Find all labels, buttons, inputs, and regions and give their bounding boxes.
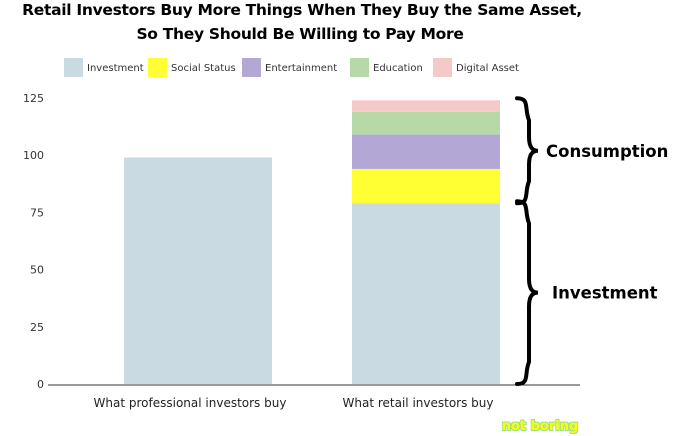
legend-swatch-social-status	[148, 58, 167, 77]
legend-label-entertainment: Entertainment	[265, 63, 337, 74]
y-tick-label: 50	[30, 264, 44, 277]
bar-segment-social-status-2	[352, 168, 500, 204]
chart-title: Retail Investors Buy More Things When Th…	[22, 1, 582, 19]
x-category-label: What retail investors buy	[343, 396, 494, 410]
y-tick-label: 25	[30, 321, 44, 334]
annotations: Consumption Investment	[515, 96, 668, 386]
legend-swatch-education	[350, 58, 369, 77]
brace-investment	[515, 199, 539, 386]
legend-label-digital-asset: Digital Asset	[456, 63, 519, 74]
brace-consumption	[515, 96, 539, 206]
chart-subtitle: So They Should Be Willing to Pay More	[136, 25, 464, 43]
bar-segment-entertainment-2	[352, 134, 500, 169]
legend-label-social-status: Social Status	[171, 63, 236, 74]
annotation-consumption: Consumption	[546, 142, 668, 161]
legend: Investment Social Status Entertainment Educ…	[64, 58, 519, 77]
legend-swatch-digital-asset	[433, 58, 452, 77]
y-tick-label: 75	[30, 206, 44, 219]
legend-swatch-investment	[64, 58, 83, 77]
y-tick-label: 100	[23, 149, 44, 162]
annotation-investment: Investment	[552, 284, 658, 303]
bar-segment-investment-1	[124, 157, 272, 384]
x-category-label: What professional investors buy	[94, 396, 287, 410]
legend-label-investment: Investment	[87, 63, 144, 74]
y-tick-label: 0	[37, 378, 44, 391]
y-tick-label: 125	[23, 92, 44, 105]
y-axis: 0 25 50 75 100 125	[23, 92, 44, 391]
bar-segment-education-2	[352, 111, 500, 135]
bar-segment-investment-2	[352, 203, 500, 384]
bars	[124, 100, 500, 384]
legend-label-education: Education	[373, 63, 423, 74]
legend-swatch-entertainment	[242, 58, 261, 77]
bar-segment-digital-asset-2	[352, 100, 500, 112]
x-axis: What professional investors buy What reta…	[48, 384, 580, 410]
watermark-logo: not boring	[502, 419, 579, 434]
